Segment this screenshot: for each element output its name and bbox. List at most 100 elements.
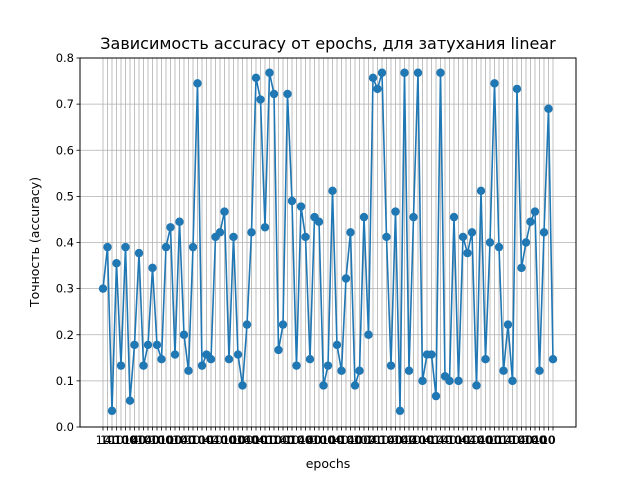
data-point [242, 320, 252, 329]
y-tick-label: 0.0 [56, 420, 74, 434]
data-point [103, 242, 112, 252]
data-point [373, 84, 382, 94]
data-point [107, 406, 117, 416]
data-point [130, 340, 139, 350]
x-tick-label: 10 [361, 433, 376, 447]
x-tick-label: 100 [173, 433, 195, 447]
x-tick-label: 40 [478, 433, 493, 447]
x-tick-label: 40 [213, 433, 228, 447]
x-tick-label: 10 [253, 433, 268, 447]
data-point [134, 248, 144, 258]
x-tick-label: 10 [366, 433, 381, 447]
data-point [274, 345, 283, 355]
data-point [485, 238, 495, 247]
data-point [499, 366, 508, 375]
x-tick-label: 40 [442, 433, 457, 447]
x-tick-label: 40 [244, 433, 259, 447]
data-point [193, 79, 202, 88]
x-tick-label: 10 [100, 433, 115, 447]
x-tick-label: 10 [159, 433, 174, 447]
data-point [179, 330, 189, 339]
x-tick-label: 100 [394, 433, 416, 447]
x-tick-label: 40 [204, 433, 219, 447]
x-tick-label: 100 [511, 433, 533, 447]
data-point [152, 340, 162, 350]
x-tick-label: 10 [199, 433, 214, 447]
data-point [535, 366, 544, 375]
x-tick-label: 100 [524, 433, 546, 447]
data-point [287, 196, 297, 206]
series-layer [98, 68, 558, 416]
x-tick-label: 100 [313, 433, 335, 447]
x-tick-label: 40 [280, 433, 295, 447]
x-tick-label: 10 [541, 433, 556, 447]
x-tick-label: 100 [340, 433, 362, 447]
x-tick-label: 40 [334, 433, 349, 447]
data-point [157, 354, 166, 364]
x-tick-label: 40 [132, 433, 147, 447]
data-point [341, 274, 351, 283]
data-point [467, 228, 477, 237]
x-tick-label: 100 [322, 433, 344, 447]
x-tick-label: 10 [420, 433, 435, 447]
data-point [544, 104, 553, 113]
x-tick-label: 40 [460, 433, 475, 447]
data-point [472, 381, 481, 390]
x-tick-label: 10 [109, 433, 124, 447]
x-tick-label: 10 [501, 433, 516, 447]
data-point [143, 340, 153, 350]
data-point [463, 248, 472, 258]
data-point [494, 242, 504, 252]
x-tick-label: 10 [406, 433, 421, 447]
data-point [395, 406, 405, 416]
y-tick-label: 0.3 [56, 282, 74, 296]
data-point [355, 366, 364, 375]
x-tick-label: 10 [321, 433, 336, 447]
data-point [490, 79, 499, 88]
x-tick-label: 40 [438, 433, 453, 447]
x-tick-label: 10 [312, 433, 327, 447]
x-tick-label: 10 [433, 433, 448, 447]
data-point [427, 350, 436, 359]
data-point [481, 354, 490, 364]
x-tick-label: 10 [379, 433, 394, 447]
data-point [476, 186, 486, 196]
data-point [508, 376, 517, 386]
data-point [359, 212, 369, 222]
data-point [364, 330, 373, 339]
x-tick-label: 100 [124, 433, 146, 447]
x-tick-label: 100 [470, 433, 492, 447]
x-tick-label: 100 [137, 433, 159, 447]
data-point [400, 68, 409, 77]
x-tick-label: 100 [479, 433, 501, 447]
y-tick-label: 0.2 [56, 328, 74, 342]
data-point [413, 68, 423, 77]
x-tick-label: 10 [186, 433, 201, 447]
data-point [170, 350, 180, 359]
x-tick-label: 10 [456, 433, 471, 447]
y-tick-label: 0.8 [56, 51, 74, 65]
data-point [251, 73, 261, 83]
x-tick-label: 100 [380, 433, 402, 447]
x-tick-label: 100 [115, 433, 137, 447]
x-tick-label: 10 [208, 433, 223, 447]
x-tick-label: 10 [222, 433, 237, 447]
data-point [283, 89, 292, 99]
x-tick-label: 100 [533, 433, 555, 447]
data-point [233, 350, 243, 359]
y-axis-ticks: 0.0 0.1 0.2 0.3 0.4 0.5 0.6 0.7 0.8 [56, 51, 80, 434]
x-tick-label: 40 [145, 433, 160, 447]
data-point [238, 381, 247, 390]
y-tick-label: 0.1 [56, 374, 74, 388]
x-tick-label: 100 [299, 433, 321, 447]
data-point [530, 207, 540, 216]
data-point [278, 320, 288, 329]
x-tick-label: 100 [412, 433, 434, 447]
x-tick-label: 10 [168, 433, 183, 447]
x-tick-label: 10 [285, 433, 300, 447]
y-axis-label: Точность (accuracy) [27, 177, 42, 308]
x-tick-label: 100 [349, 433, 371, 447]
x-tick-label: 40 [370, 433, 385, 447]
data-point [256, 95, 265, 104]
data-point [98, 284, 108, 293]
